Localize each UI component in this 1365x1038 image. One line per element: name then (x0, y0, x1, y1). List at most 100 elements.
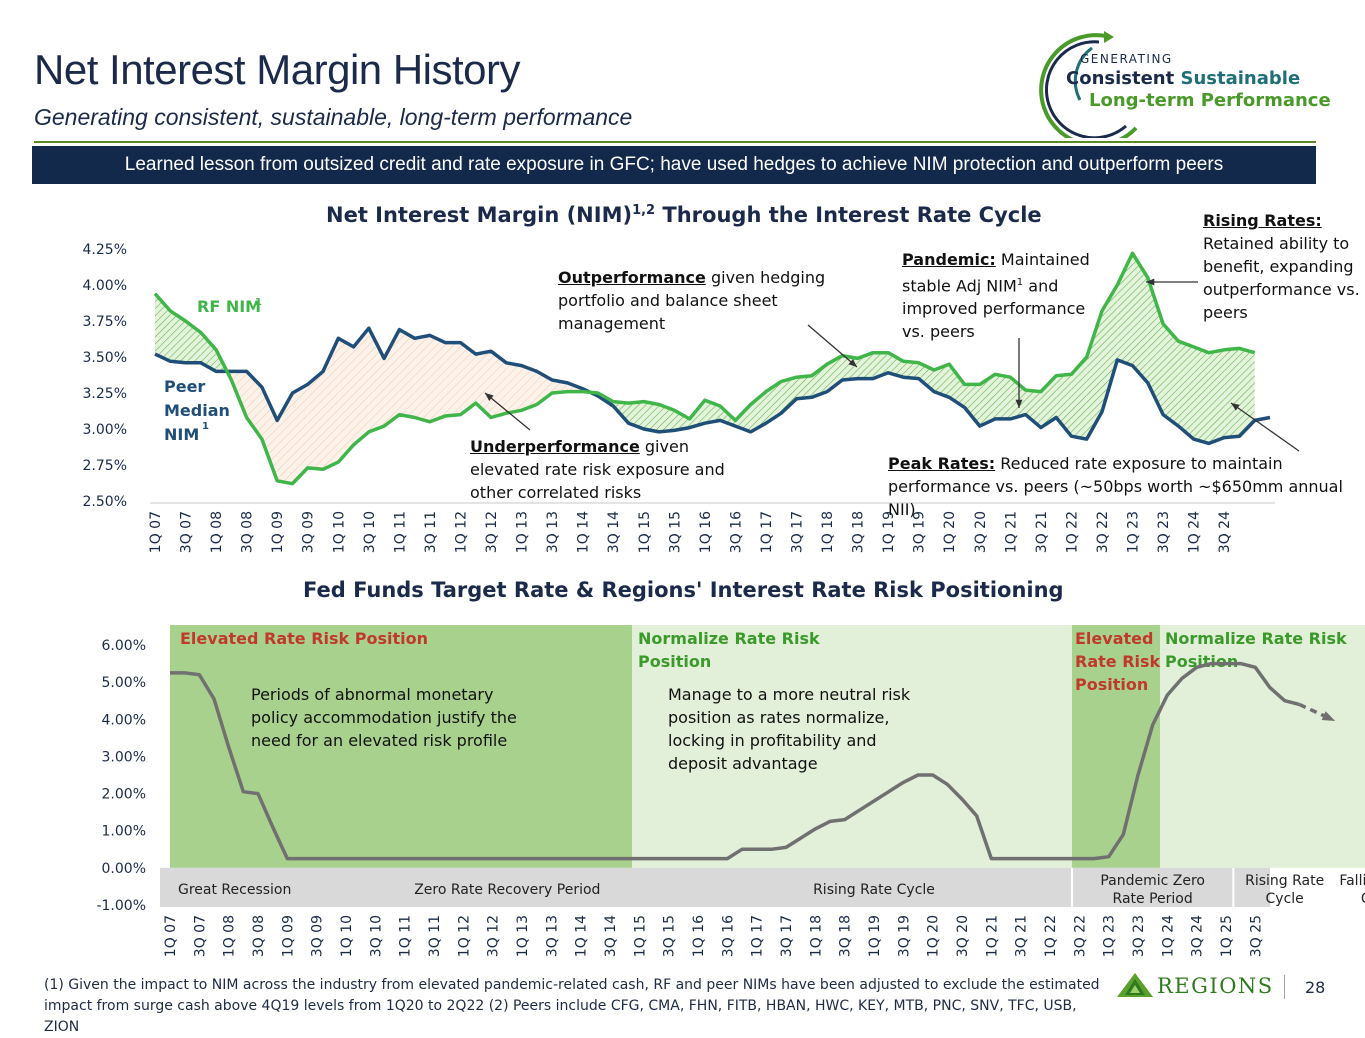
ff-x-tick: 1Q 19 (867, 915, 883, 957)
fed-funds-chart-title: Fed Funds Target Rate & Regions' Interes… (303, 578, 1064, 602)
badge-generating: GENERATING (1080, 52, 1173, 66)
outperformance-fill (796, 375, 812, 399)
ff-x-tick: 1Q 10 (339, 915, 355, 957)
nim-x-tick: 3Q 17 (790, 511, 806, 553)
nim-y-tick: 4.00% (83, 278, 127, 294)
outperformance-fill (1224, 348, 1240, 438)
ff-x-tick: 3Q 15 (662, 915, 678, 957)
ff-x-tick: 3Q 11 (427, 915, 443, 957)
ff-x-tick: 3Q 10 (368, 915, 384, 957)
regions-logo: REGIONS (1113, 969, 1293, 1005)
nim-x-tick: 1Q 08 (209, 511, 225, 553)
outperformance-note: Outperformance given hedging portfolio a… (558, 266, 828, 335)
nim-x-tick: 1Q 09 (270, 511, 286, 553)
cycle-label: Cycle (1361, 891, 1365, 907)
ff-x-tick: 3Q 08 (251, 915, 267, 957)
cycle-label: Cycle (1266, 891, 1304, 907)
outperformance-arrow-head (848, 358, 857, 367)
nim-x-tick: 3Q 24 (1217, 511, 1233, 553)
rf-nim-label: RF NIM (197, 297, 261, 316)
risk-region-label: Elevated (1075, 629, 1153, 648)
ff-y-tick: 4.00% (102, 712, 146, 728)
outperformance-arrow (807, 324, 858, 368)
underperformance-fill (414, 335, 430, 422)
nim-x-tick: 1Q 10 (331, 511, 347, 553)
regions-triangle-icon (1117, 973, 1153, 997)
nim-title-sup: 1,2 (632, 203, 656, 218)
nim-y-tick: 2.50% (83, 494, 127, 510)
rising-rates-note: Rising Rates: Retained ability to benefit… (1203, 209, 1363, 324)
nim-y-tick: 4.25% (83, 242, 127, 258)
nim-y-tick: 3.25% (83, 386, 127, 402)
nim-x-tick: 3Q 22 (1095, 511, 1111, 553)
cycle-band (160, 867, 1270, 907)
cycle-label: Rising Rate (1245, 873, 1324, 889)
nim-x-tick: 3Q 23 (1156, 511, 1172, 553)
ff-x-tick: 3Q 14 (603, 915, 619, 957)
outperformance-fill (781, 377, 797, 414)
ff-x-tick: 1Q 18 (808, 915, 824, 957)
outperformance-fill (949, 364, 965, 408)
nim-x-tick: 3Q 07 (179, 511, 195, 553)
fed-funds-chart: Elevated Rate Risk Position Normalize Rat… (96, 625, 1365, 957)
nim-x-tick: 1Q 12 (453, 511, 469, 553)
risk-region-label: Position (1165, 652, 1238, 671)
nim-x-tick: 3Q 12 (484, 511, 500, 553)
peak-rates-text: Reduced rate exposure to maintain perfor… (888, 454, 1343, 519)
nim-x-tick: 3Q 13 (545, 511, 561, 553)
nim-x-tick: 3Q 09 (301, 511, 317, 553)
rising-rates-bold: Rising Rates: (1203, 211, 1322, 230)
underperformance-fill (353, 328, 369, 445)
ff-x-tick: 1Q 23 (1102, 915, 1118, 957)
pandemic-text2: and improved performance vs. peers (902, 276, 1086, 342)
underperformance-text: given elevated rate risk exposure and ot… (470, 437, 725, 502)
peer-median-label-line: NIM (164, 425, 199, 444)
pandemic-arrow-head (1015, 399, 1023, 408)
ff-x-tick: 1Q 25 (1219, 915, 1235, 957)
pandemic-sup: 1 (1016, 277, 1024, 288)
badge-line3: Long-term Performance (1089, 90, 1331, 111)
underperformance-fill (323, 338, 339, 470)
ff-x-tick: 1Q 13 (515, 915, 531, 957)
outperformance-fill (674, 410, 690, 431)
ff-x-tick: 3Q 07 (192, 915, 208, 957)
neutral-risk-note: Manage to a more neutral risk position a… (668, 685, 911, 773)
nim-x-tick: 1Q 20 (942, 511, 958, 553)
nim-title-text: Net Interest Margin (NIM) (326, 203, 633, 227)
consistent-sustainable-badge: GENERATING Consistent Sustainable Long-t… (1036, 28, 1331, 148)
nim-title-tail: Through the Interest Rate Cycle (655, 203, 1042, 227)
nim-x-tick: 1Q 23 (1126, 511, 1142, 553)
nim-x-tick: 3Q 18 (851, 511, 867, 553)
pandemic-bold: Pandemic: (902, 250, 996, 269)
risk-region-label: Rate Risk (1075, 652, 1161, 671)
underperformance-fill (475, 351, 492, 418)
peak-rates-note: Peak Rates: Reduced rate exposure to mai… (888, 452, 1363, 521)
ff-x-tick: 1Q 16 (691, 915, 707, 957)
rf-nim-line (153, 251, 1256, 486)
nim-x-tick: 3Q 21 (1034, 511, 1050, 553)
ff-y-tick: 3.00% (102, 749, 146, 765)
nim-y-tick: 3.00% (83, 422, 127, 438)
risk-region (632, 625, 1072, 868)
page-title: Net Interest Margin History (34, 46, 521, 93)
ff-y-tick: 0.00% (102, 861, 146, 877)
peer-median-nim-line (154, 326, 1271, 446)
ff-x-tick: 1Q 07 (163, 915, 179, 957)
outperformance-fill (1193, 346, 1209, 444)
ff-x-tick: 3Q 20 (955, 915, 971, 957)
nim-chart-title: Net Interest Margin (NIM)1,2 Through the… (326, 203, 1042, 227)
nim-x-tick: 1Q 15 (637, 511, 653, 553)
pandemic-note: Pandemic: Maintained stable Adj NIM1 and… (902, 248, 1097, 343)
risk-region (1160, 625, 1365, 868)
nim-x-tick: 1Q 21 (1003, 511, 1019, 553)
ff-x-tick: 1Q 11 (398, 915, 414, 957)
page-subtitle: Generating consistent, sustainable, long… (34, 104, 633, 130)
outperformance-bold: Outperformance (558, 268, 706, 287)
regions-wordmark: REGIONS (1157, 974, 1274, 998)
cycle-label: Great Recession (178, 882, 291, 898)
nim-x-tick: 1Q 14 (576, 511, 592, 553)
footnote: (1) Given the impact to NIM across the i… (44, 977, 1100, 1035)
outperformance-fill (659, 404, 675, 432)
peer-median-label-line: Median (164, 401, 230, 420)
risk-region-label: Normalize Rate Risk (1165, 629, 1347, 648)
